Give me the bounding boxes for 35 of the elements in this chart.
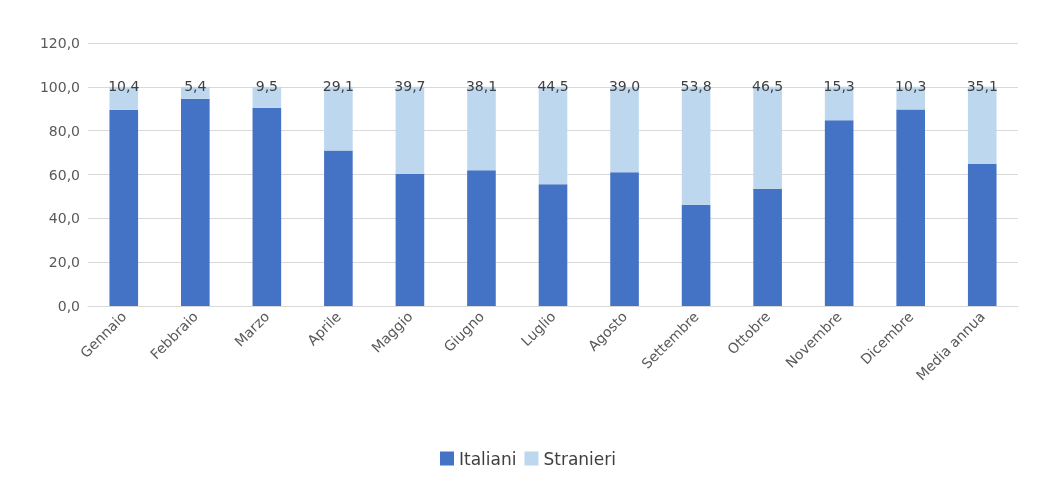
bar: [324, 150, 353, 306]
y-tick-label: 60,0: [48, 166, 80, 183]
bar: [610, 172, 639, 306]
bar: [753, 188, 782, 306]
bar: [181, 98, 210, 306]
bar: [252, 107, 282, 306]
data-label: 15,3: [823, 77, 855, 94]
bar: [681, 204, 711, 306]
bar: [967, 163, 997, 306]
data-label: 35,1: [966, 77, 998, 94]
y-tick-label: 20,0: [48, 254, 80, 271]
y-tick-label: 40,0: [48, 210, 80, 227]
data-label: 44,5: [537, 77, 569, 94]
y-tick-label: 120,0: [39, 35, 80, 51]
data-label: 46,5: [752, 77, 784, 94]
y-tick-label: 100,0: [39, 78, 80, 95]
bar: [109, 109, 139, 306]
data-label: 53,8: [680, 77, 712, 94]
y-tick-label: 0,0: [57, 298, 80, 314]
bar: [538, 184, 568, 306]
bar: [395, 173, 425, 306]
data-label: 39,0: [608, 77, 641, 94]
data-label: 39,7: [394, 77, 426, 94]
data-label: 9,5: [255, 77, 278, 94]
data-label: 5,4: [184, 77, 207, 94]
data-label: 10,4: [108, 77, 140, 94]
bar: [824, 120, 854, 306]
data-label: 29,1: [322, 77, 354, 94]
y-tick-label: 80,0: [48, 122, 80, 139]
legend-label: Italiani: [459, 448, 517, 469]
data-label: 38,1: [465, 77, 498, 94]
bar: [467, 170, 496, 306]
data-label: 10,3: [895, 77, 927, 94]
bar: [896, 109, 925, 306]
legend-label: Stranieri: [543, 448, 617, 469]
